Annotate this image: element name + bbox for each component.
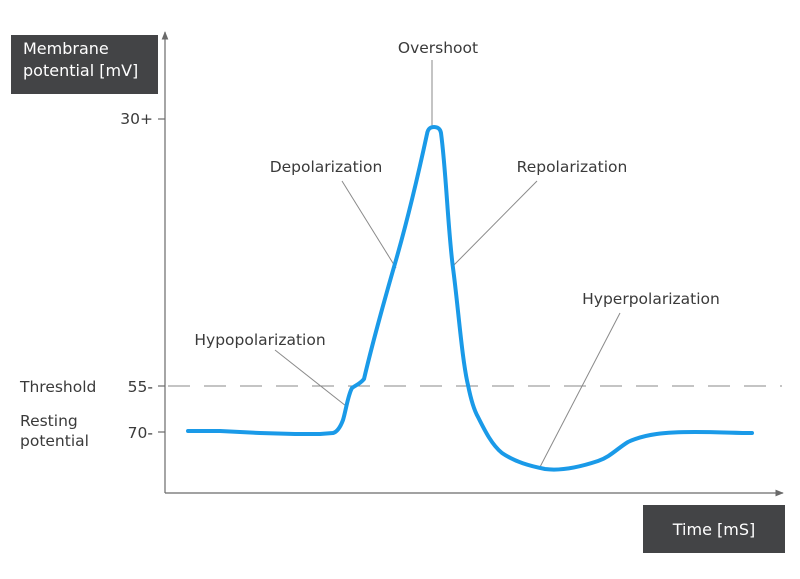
tick-label-55: 55-: [128, 378, 153, 396]
y-axis-label-line2: potential [mV]: [23, 61, 139, 80]
resting-label-line2: potential: [20, 432, 89, 450]
y-axis-label-box: Membrane potential [mV]: [11, 35, 158, 94]
y-axis-label-line1: Membrane: [23, 39, 109, 58]
repolarization-leader: [451, 180, 538, 268]
action-potential-curve: [186, 125, 754, 472]
tick-label-30: 30+: [120, 110, 153, 128]
threshold-label: Threshold: [19, 378, 96, 396]
hypopolarization-label: Hypopolarization: [194, 331, 325, 349]
resting-label-line1: Resting: [20, 412, 78, 430]
tick-label-70: 70-: [128, 424, 153, 442]
overshoot-label: Overshoot: [398, 39, 478, 57]
depolarization-label: Depolarization: [270, 158, 383, 176]
hypopolarization-leader: [274, 349, 347, 407]
depolarization-leader: [341, 180, 397, 269]
repolarization-label: Repolarization: [517, 158, 628, 176]
x-axis-label: Time [mS]: [672, 519, 756, 539]
x-axis-label-box: Time [mS]: [643, 505, 785, 553]
hyperpolarization-leader: [539, 312, 621, 468]
hyperpolarization-label: Hyperpolarization: [582, 290, 720, 308]
